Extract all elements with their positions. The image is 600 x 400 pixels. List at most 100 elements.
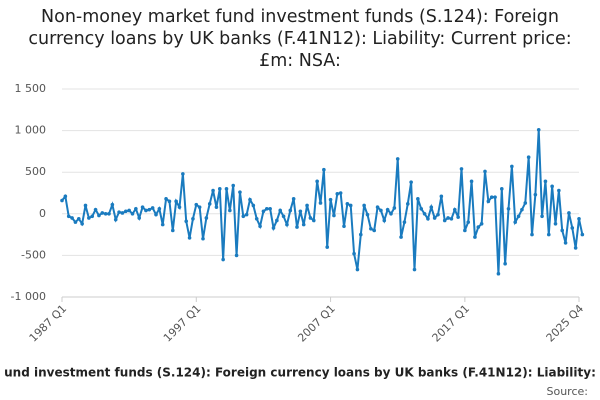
- point: [184, 219, 189, 224]
- point: [305, 203, 309, 208]
- point: [385, 207, 390, 212]
- point: [540, 214, 544, 219]
- point: [389, 212, 393, 216]
- point: [399, 235, 403, 239]
- point: [170, 228, 175, 233]
- point: [523, 201, 528, 205]
- point: [113, 217, 118, 222]
- point: [557, 188, 561, 193]
- source: Source:: [547, 385, 589, 398]
- point: [191, 216, 195, 221]
- point: [459, 167, 464, 171]
- point: [167, 199, 172, 204]
- point: [463, 228, 467, 233]
- point: [379, 208, 383, 213]
- point: [228, 208, 232, 213]
- point: [80, 221, 84, 226]
- point: [214, 205, 219, 209]
- x-tick-label: 1997 Q1: [161, 302, 204, 345]
- y-tick-label: 1 500: [15, 82, 47, 95]
- point: [473, 235, 477, 239]
- point: [248, 197, 252, 202]
- point: [422, 212, 427, 216]
- point: [358, 232, 363, 237]
- point: [567, 211, 571, 215]
- point: [499, 187, 504, 191]
- y-tick-label: 500: [25, 165, 46, 178]
- point: [489, 195, 494, 199]
- point: [395, 157, 400, 161]
- point: [288, 208, 293, 213]
- point: [278, 208, 283, 213]
- point: [405, 202, 410, 206]
- point: [446, 216, 450, 220]
- point: [335, 192, 340, 196]
- point: [207, 202, 212, 206]
- point: [244, 212, 249, 217]
- point: [147, 207, 152, 212]
- y-tick-label: -500: [21, 248, 46, 261]
- point: [150, 206, 155, 210]
- point: [295, 225, 299, 229]
- point: [140, 205, 145, 209]
- point: [73, 220, 78, 224]
- point: [496, 271, 501, 276]
- point: [275, 218, 279, 223]
- point: [285, 222, 289, 227]
- point: [479, 221, 484, 226]
- point: [194, 202, 199, 207]
- point: [456, 215, 460, 219]
- point: [76, 216, 81, 221]
- point: [560, 228, 565, 233]
- point: [127, 208, 131, 213]
- point: [117, 210, 121, 214]
- point: [402, 220, 407, 224]
- point: [254, 216, 259, 221]
- y-tick-label: 1 000: [15, 124, 47, 137]
- point: [137, 216, 142, 220]
- point: [352, 251, 356, 256]
- point: [516, 214, 521, 219]
- point: [154, 212, 158, 217]
- point: [372, 228, 377, 233]
- x-tick-label: 2007 Q1: [295, 302, 338, 345]
- y-tick-label: 0: [39, 207, 46, 220]
- point: [144, 208, 148, 213]
- point: [338, 191, 343, 195]
- point: [241, 214, 246, 219]
- point: [553, 221, 558, 226]
- point: [345, 202, 350, 206]
- point: [298, 209, 303, 214]
- point: [251, 203, 256, 208]
- point: [181, 172, 185, 176]
- point: [466, 220, 471, 224]
- point: [224, 187, 229, 191]
- point: [291, 197, 296, 201]
- point: [355, 267, 360, 272]
- point: [325, 245, 330, 249]
- point: [483, 169, 487, 174]
- point: [197, 205, 202, 209]
- point: [90, 214, 95, 219]
- point: [432, 216, 437, 220]
- point: [103, 212, 108, 216]
- point: [83, 203, 88, 208]
- point: [93, 207, 98, 212]
- y-tick-label: -1 000: [11, 290, 46, 303]
- point: [87, 216, 91, 220]
- point: [550, 184, 554, 189]
- point: [536, 127, 541, 132]
- point: [70, 216, 74, 220]
- point: [281, 214, 286, 219]
- point: [570, 226, 575, 230]
- point: [429, 205, 434, 209]
- point: [63, 194, 68, 199]
- point: [375, 205, 380, 209]
- point: [419, 207, 424, 211]
- point: [157, 207, 162, 211]
- point: [66, 214, 71, 219]
- point: [231, 183, 236, 188]
- point: [506, 207, 511, 211]
- point: [204, 216, 209, 220]
- point: [486, 199, 491, 204]
